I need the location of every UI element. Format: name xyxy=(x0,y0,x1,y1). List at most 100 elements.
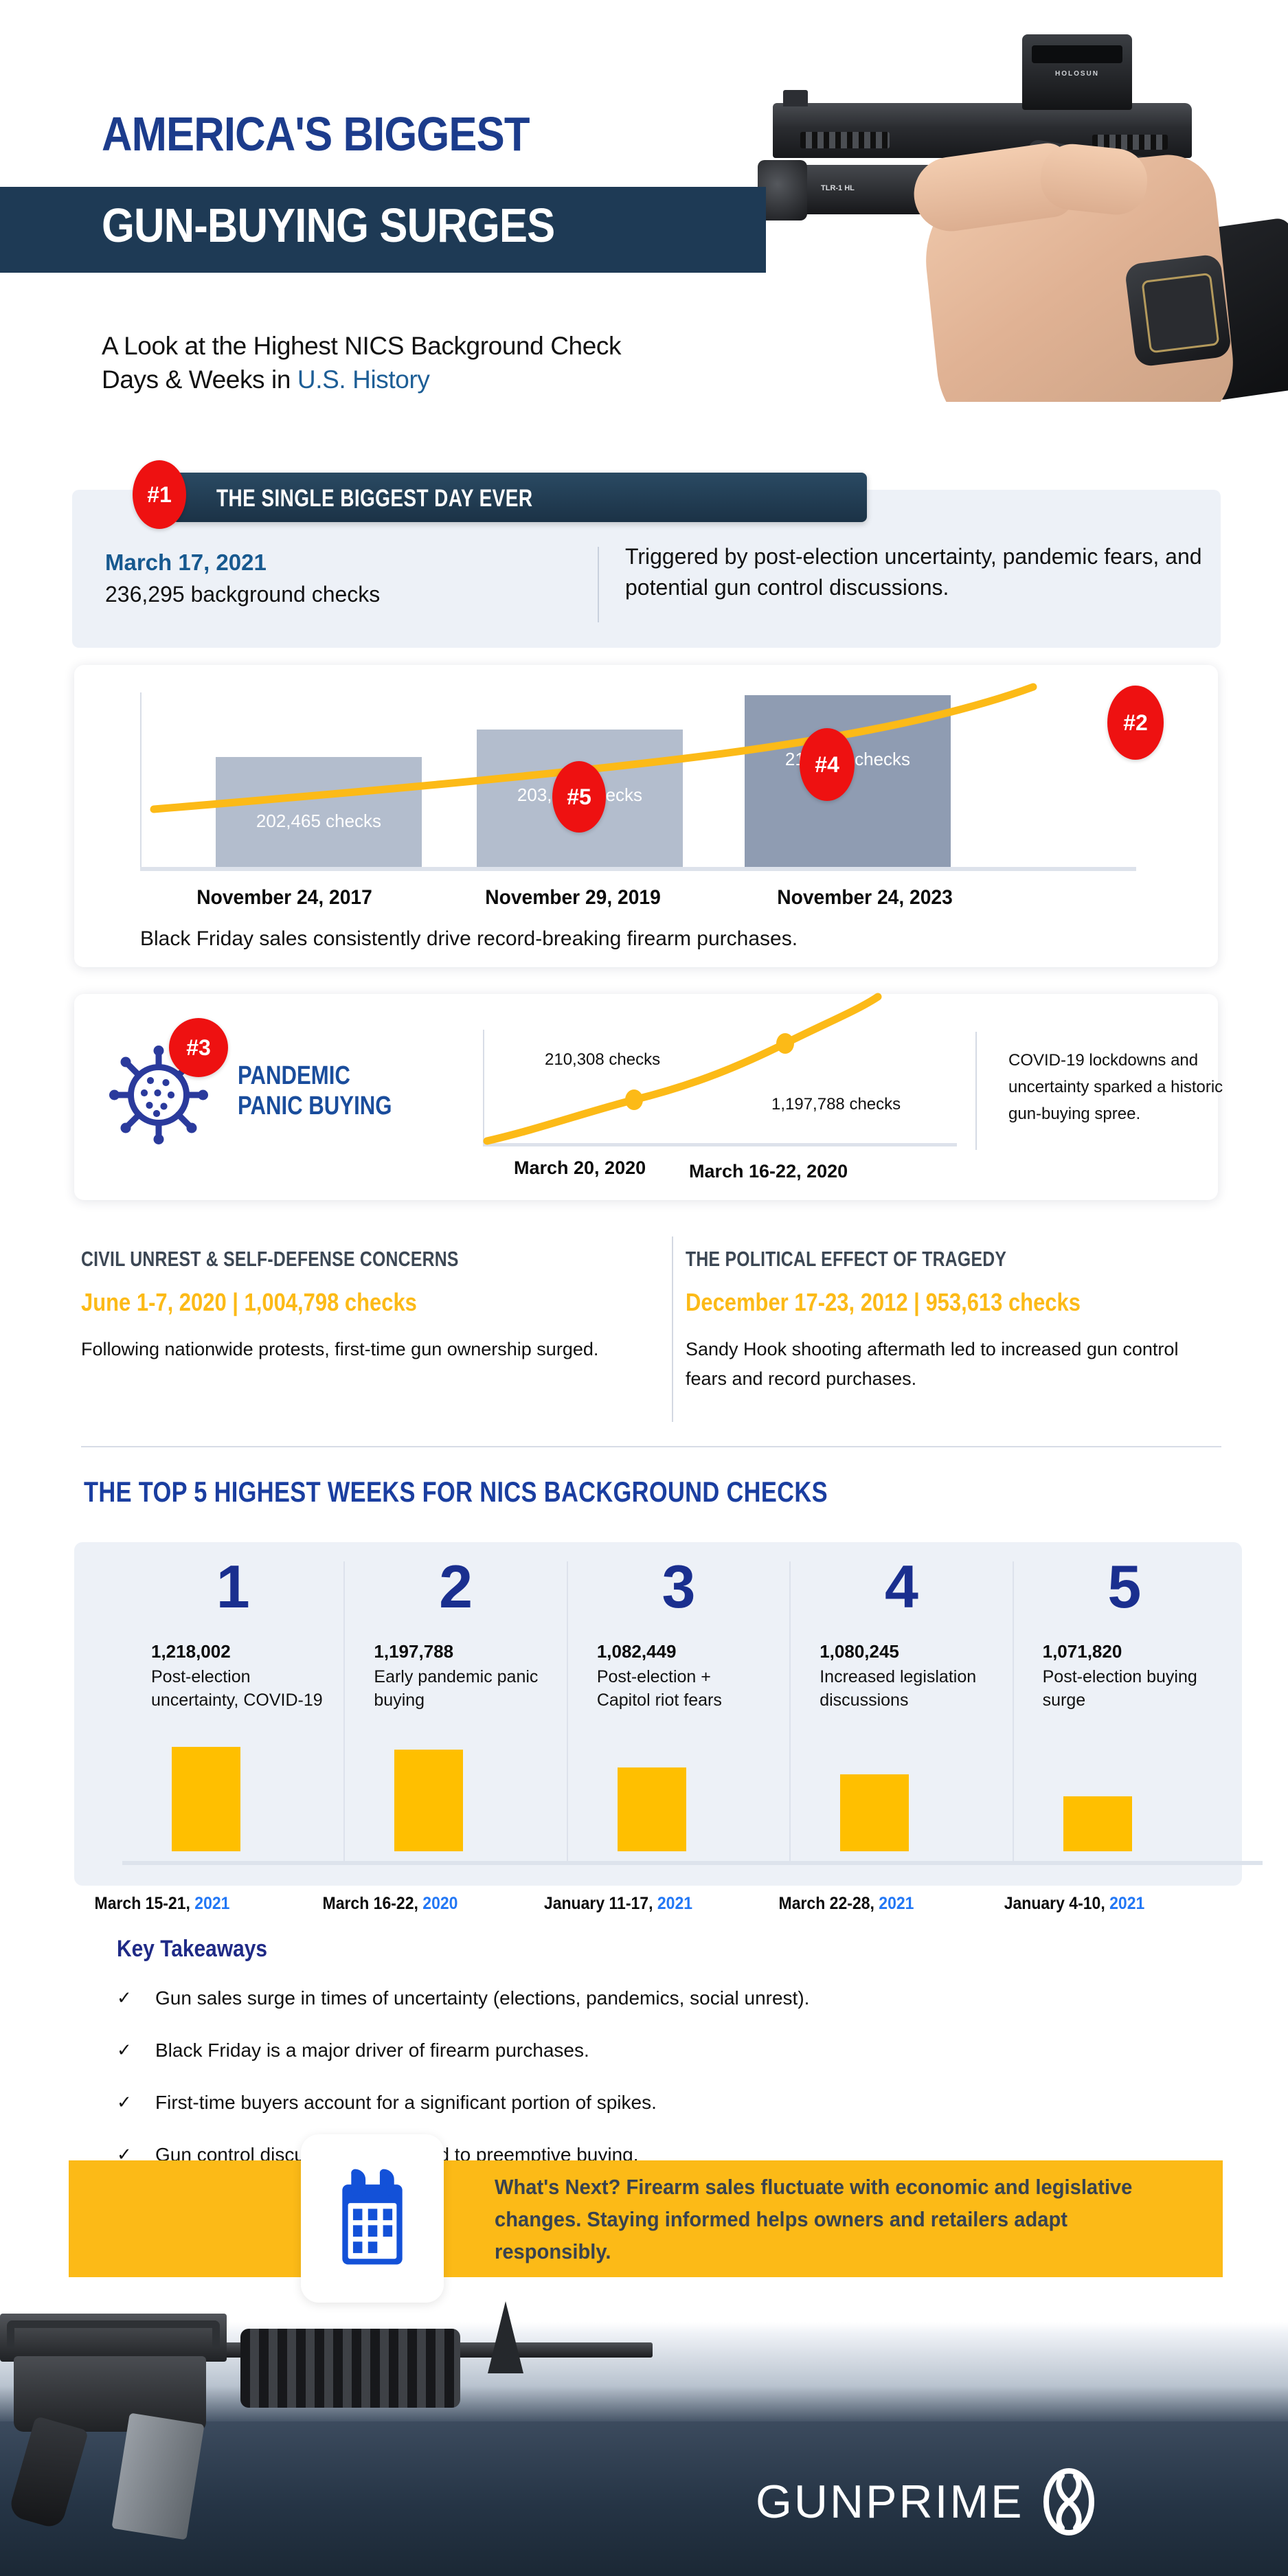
cta-icon-container xyxy=(301,2134,444,2303)
top5-date-3: January 11-17, 2021 xyxy=(513,1894,723,1914)
key-takeaway-item: ✓ First-time buyers account for a signif… xyxy=(117,2092,1147,2114)
smartwatch-shape xyxy=(1124,253,1232,368)
top5-date-1-year: 2021 xyxy=(194,1894,230,1913)
top5-column-2: 2 1,197,788 Early pandemic panic buying xyxy=(343,1552,566,1864)
key-takeaways-title: Key Takeaways xyxy=(117,1936,268,1962)
biggest-day-stats: March 17, 2021 236,295 background checks xyxy=(105,550,380,607)
top5-bar-4 xyxy=(840,1774,909,1851)
top5-date-4-main: March 22-28, xyxy=(778,1894,879,1913)
top5-bar-5 xyxy=(1063,1796,1132,1851)
front-sight-shape xyxy=(783,90,808,106)
pandemic-title-line-2: PANIC BUYING xyxy=(238,1091,392,1120)
top5-rank-2: 2 xyxy=(439,1552,473,1620)
top5-description-1: Post-election uncertainty, COVID-19 xyxy=(151,1667,323,1710)
black-friday-chart-card: 202,465 checks 203,086 checks 214,913 ch… xyxy=(74,665,1218,967)
top5-bar-2 xyxy=(394,1750,464,1851)
check-icon: ✓ xyxy=(117,1987,132,2008)
rifle-photo xyxy=(0,2287,694,2540)
check-icon: ✓ xyxy=(117,2092,132,2112)
civil-unrest-description: Following nationwide protests, first-tim… xyxy=(81,1339,599,1359)
coronavirus-icon xyxy=(109,1046,208,1144)
top5-date-1-main: March 15-21, xyxy=(94,1894,195,1913)
top5-date-3-main: January 11-17, xyxy=(543,1894,657,1913)
top5-number-2: 1,197,788 xyxy=(374,1641,454,1662)
rank-badge-3: #3 xyxy=(169,1018,228,1077)
pandemic-y-axis xyxy=(483,1030,484,1146)
red-dot-optic-shape: HOLOSUN xyxy=(1022,34,1132,110)
subtitle-link-us-history[interactable]: U.S. History xyxy=(297,365,430,394)
pistol-slide-shape xyxy=(773,103,1192,158)
pandemic-divider xyxy=(975,1032,977,1150)
top5-description-5: Post-election buying surge xyxy=(1042,1667,1197,1710)
pandemic-value-2: 1,197,788 checks xyxy=(771,1095,901,1114)
pandemic-value-1: 210,308 checks xyxy=(545,1050,661,1069)
top5-rank-4: 4 xyxy=(884,1552,918,1620)
key-takeaway-item: ✓ Black Friday is a major driver of fire… xyxy=(117,2040,1147,2061)
rank-badge-1: #1 xyxy=(133,460,186,529)
black-friday-date-2: November 29, 2019 xyxy=(485,886,661,909)
civil-unrest-column: CIVIL UNREST & SELF-DEFENSE CONCERNS Jun… xyxy=(81,1247,603,1364)
biggest-day-checks: 236,295 background checks xyxy=(105,582,381,607)
top5-number-4: 1,080,245 xyxy=(820,1641,899,1662)
title-navy-band xyxy=(0,187,766,273)
pandemic-xlabel-2: March 16-22, 2020 xyxy=(689,1161,848,1182)
top5-rank-3: 3 xyxy=(662,1552,696,1620)
political-tragedy-column: THE POLITICAL EFFECT OF TRAGEDY December… xyxy=(686,1247,1208,1394)
top5-date-1: March 15-21, 2021 xyxy=(57,1894,267,1914)
top5-date-5-year: 2021 xyxy=(1109,1894,1145,1913)
top5-date-3-year: 2021 xyxy=(657,1894,693,1913)
top5-date-4-year: 2021 xyxy=(879,1894,914,1913)
top5-heading: THE TOP 5 HIGHEST WEEKS FOR NICS BACKGRO… xyxy=(84,1476,828,1508)
civil-unrest-stat: June 1-7, 2020 | 1,004,798 checks xyxy=(81,1288,417,1316)
top5-bar-1 xyxy=(172,1747,240,1851)
civil-unrest-heading: CIVIL UNREST & SELF-DEFENSE CONCERNS xyxy=(81,1247,459,1271)
rank-badge-4: #4 xyxy=(800,728,855,801)
rifle-front-sight-shape xyxy=(474,2301,536,2377)
check-icon: ✓ xyxy=(117,2144,132,2165)
rank-badge-5: #5 xyxy=(552,761,606,833)
top5-date-2-main: March 16-22, xyxy=(322,1894,423,1913)
political-tragedy-description: Sandy Hook shooting aftermath led to inc… xyxy=(686,1339,1179,1390)
biggest-day-description: Triggered by post-election uncertainty, … xyxy=(625,544,1202,600)
top5-axis-line xyxy=(122,1861,1263,1865)
black-friday-date-1: November 24, 2017 xyxy=(196,886,372,909)
top5-description-3: Post-election + Capitol riot fears xyxy=(596,1667,722,1710)
pandemic-xlabel-1: March 20, 2020 xyxy=(514,1157,646,1178)
biggest-day-ribbon: THE SINGLE BIGGEST DAY EVER xyxy=(172,473,867,522)
key-takeaway-item: ✓ Gun sales surge in times of uncertaint… xyxy=(117,1987,1147,2009)
black-friday-bar-1: 202,465 checks xyxy=(216,757,422,867)
black-friday-bar-1-label: 202,465 checks xyxy=(256,811,382,831)
top5-grid: 1 1,218,002 Post-election uncertainty, C… xyxy=(122,1552,1235,1864)
biggest-day-date: March 17, 2021 xyxy=(105,550,267,575)
top5-date-2: March 16-22, 2020 xyxy=(285,1894,495,1914)
two-column-section: CIVIL UNREST & SELF-DEFENSE CONCERNS Jun… xyxy=(81,1236,1221,1422)
top5-number-3: 1,082,449 xyxy=(596,1641,677,1662)
black-friday-date-3: November 24, 2023 xyxy=(777,886,953,909)
pandemic-description: COVID-19 lockdowns and uncertainty spark… xyxy=(1008,1051,1223,1123)
top5-date-5-main: January 4-10, xyxy=(1004,1894,1110,1913)
optic-brand-text: HOLOSUN xyxy=(1055,70,1099,78)
pandemic-title-line-1: PANDEMIC xyxy=(238,1061,350,1090)
top5-date-5: January 4-10, 2021 xyxy=(969,1894,1179,1914)
check-icon: ✓ xyxy=(117,2040,132,2060)
section-separator xyxy=(81,1446,1221,1447)
top5-rank-1: 1 xyxy=(216,1552,250,1620)
subtitle-line-2: Days & Weeks in xyxy=(102,365,297,394)
top5-description-4: Increased legislation discussions xyxy=(820,1667,977,1710)
weapon-light-head-shape xyxy=(758,160,807,221)
calendar-icon xyxy=(342,2169,403,2265)
top5-rank-5: 5 xyxy=(1107,1552,1142,1620)
pandemic-x-axis xyxy=(483,1143,957,1146)
black-friday-plot-area: 202,465 checks 203,086 checks 214,913 ch… xyxy=(140,683,1164,871)
top5-description-2: Early pandemic panic buying xyxy=(374,1667,539,1710)
brand-logo[interactable]: GUNPRIME xyxy=(756,2466,1096,2538)
top5-date-labels: March 15-21, 2021 March 16-22, 2020 Janu… xyxy=(48,1894,1188,1914)
pandemic-trend-line xyxy=(483,993,882,1145)
brand-name: GUNPRIME xyxy=(756,2476,1024,2528)
top5-bar-3 xyxy=(617,1767,686,1851)
black-friday-trend-line xyxy=(150,683,1037,813)
political-tragedy-stat: December 17-23, 2012 | 953,613 checks xyxy=(686,1288,1081,1316)
biggest-day-ribbon-title: THE SINGLE BIGGEST DAY EVER xyxy=(216,485,533,512)
cta-banner xyxy=(69,2160,1223,2277)
